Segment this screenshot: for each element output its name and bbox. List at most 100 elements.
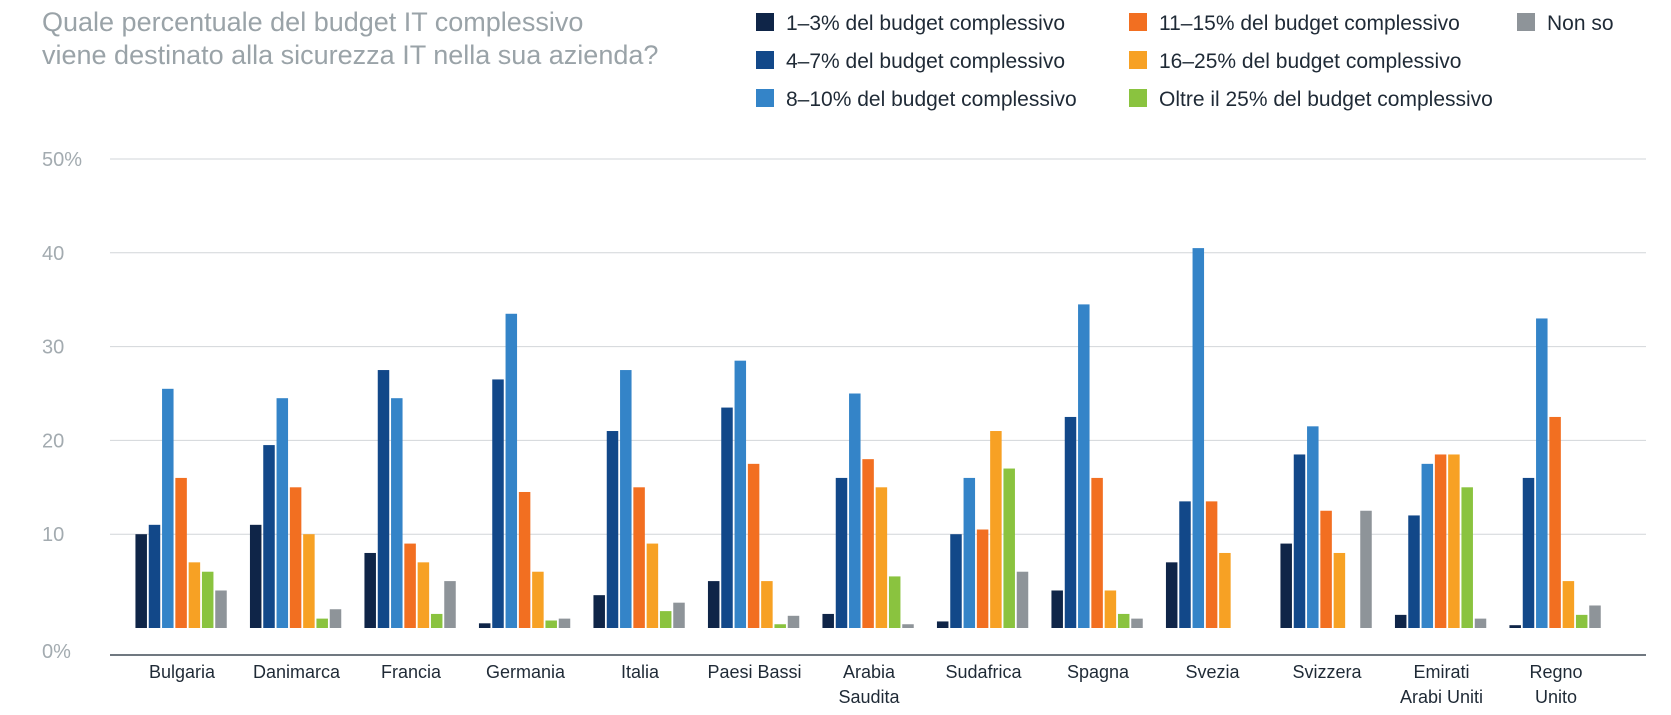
bar (849, 393, 861, 628)
legend-item: 16–25% del budget complessivo (1129, 50, 1461, 73)
x-tick-label-line: Unito (1535, 687, 1577, 707)
bar (276, 398, 289, 628)
bar (888, 576, 901, 628)
bar (620, 370, 632, 628)
x-tick-label: Francia (381, 662, 442, 682)
x-tick-label: Danimarca (253, 662, 341, 682)
legend-item: 4–7% del budget complessivo (756, 50, 1065, 73)
bar (1421, 463, 1434, 628)
bar (835, 477, 848, 628)
x-tick-label-line: Sudafrica (945, 662, 1022, 682)
legend-item: Oltre il 25% del budget complessivo (1129, 88, 1493, 111)
legend-item: 11–15% del budget complessivo (1129, 12, 1460, 35)
x-tick-label: Bulgaria (149, 662, 216, 682)
bar (1448, 454, 1460, 628)
bar (1360, 510, 1372, 628)
bar (1333, 552, 1346, 628)
bar (1003, 468, 1015, 628)
bar (1179, 501, 1191, 628)
bar (404, 543, 416, 628)
x-tick-label-line: Svezia (1185, 662, 1240, 682)
bar (950, 534, 962, 628)
bar (558, 618, 571, 628)
bar (822, 613, 834, 628)
bar (707, 581, 720, 628)
bar (1117, 613, 1130, 628)
x-tick-label-line: Saudita (838, 687, 900, 707)
x-tick-label-line: Regno (1529, 662, 1582, 682)
bar (1051, 590, 1063, 628)
x-tick-label: Emirati Arabi Uniti (1400, 662, 1483, 707)
bar (215, 590, 227, 628)
x-tick-label-line: Bulgaria (149, 662, 216, 682)
x-tick-label: Svizzera (1292, 662, 1362, 682)
x-tick-label: Spagna (1067, 662, 1130, 682)
legend: 1–3% del budget complessivo 4–7% del budg… (756, 12, 1614, 111)
legend-swatch (1129, 51, 1147, 69)
y-tick-label: 20 (42, 430, 64, 452)
bar (1509, 625, 1521, 628)
bar (875, 487, 888, 628)
x-tick-label-line: Germania (486, 662, 566, 682)
legend-item: 8–10% del budget complessivo (756, 88, 1077, 111)
bar (505, 313, 518, 628)
legend-label: 16–25% del budget complessivo (1159, 50, 1461, 73)
bar (417, 562, 430, 628)
bar (902, 624, 914, 628)
bar (316, 618, 328, 628)
bar (1131, 618, 1143, 628)
bar (364, 552, 376, 628)
x-tick-label-line: Spagna (1067, 662, 1130, 682)
bar (633, 487, 645, 628)
legend-label: 1–3% del budget complessivo (786, 12, 1065, 35)
bar (1522, 477, 1535, 628)
legend-label: 8–10% del budget complessivo (786, 88, 1077, 111)
x-tick-label-line: Danimarca (253, 662, 341, 682)
bar (249, 524, 262, 628)
bar (478, 623, 491, 628)
bar (492, 379, 504, 628)
bar (545, 620, 557, 628)
bar (518, 491, 531, 628)
bar (1064, 416, 1077, 628)
chart-title-line: Quale percentuale del budget IT compless… (42, 7, 583, 37)
bar (593, 595, 605, 628)
x-tick-label: Regno Unito (1529, 662, 1582, 707)
bar (747, 463, 760, 628)
bar (444, 581, 456, 628)
x-tick-label-line: Francia (381, 662, 442, 682)
x-axis-labels: Bulgaria Danimarca Francia Germania Italia Pa… (149, 662, 1583, 707)
bar (148, 524, 161, 628)
bar (303, 534, 315, 628)
legend-label: 11–15% del budget complessivo (1159, 12, 1460, 35)
bar (1293, 454, 1306, 628)
bar (1474, 618, 1487, 628)
x-tick-label-line: Italia (621, 662, 660, 682)
bar (862, 459, 874, 628)
bar (289, 487, 302, 628)
legend-item: 1–3% del budget complessivo (756, 12, 1065, 35)
bar (787, 615, 800, 628)
bar (391, 398, 403, 628)
bar (329, 609, 342, 628)
bar (1394, 614, 1407, 628)
bar (1562, 581, 1575, 628)
bar (646, 543, 659, 628)
bar (1536, 318, 1548, 628)
chart-title: Quale percentuale del budget IT compless… (42, 7, 658, 70)
x-tick-label: Arabia Saudita (838, 662, 900, 707)
bar (734, 360, 747, 628)
bar (673, 602, 685, 628)
bar (377, 370, 390, 628)
x-tick-label: Sudafrica (945, 662, 1022, 682)
bar (761, 581, 773, 628)
bar (263, 445, 275, 628)
bar (1016, 571, 1029, 628)
bar (1192, 248, 1205, 629)
x-tick-label-line: Paesi Bassi (707, 662, 801, 682)
bar (606, 431, 619, 628)
bar (532, 571, 544, 628)
bar (1205, 501, 1218, 628)
y-axis-ticks: 0% 10 20 30 40 50% (42, 149, 82, 663)
bars (135, 248, 1601, 629)
